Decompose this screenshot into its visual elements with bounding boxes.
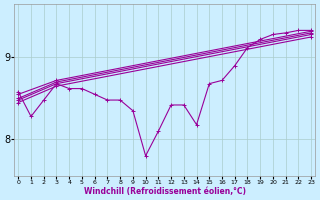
- X-axis label: Windchill (Refroidissement éolien,°C): Windchill (Refroidissement éolien,°C): [84, 187, 246, 196]
